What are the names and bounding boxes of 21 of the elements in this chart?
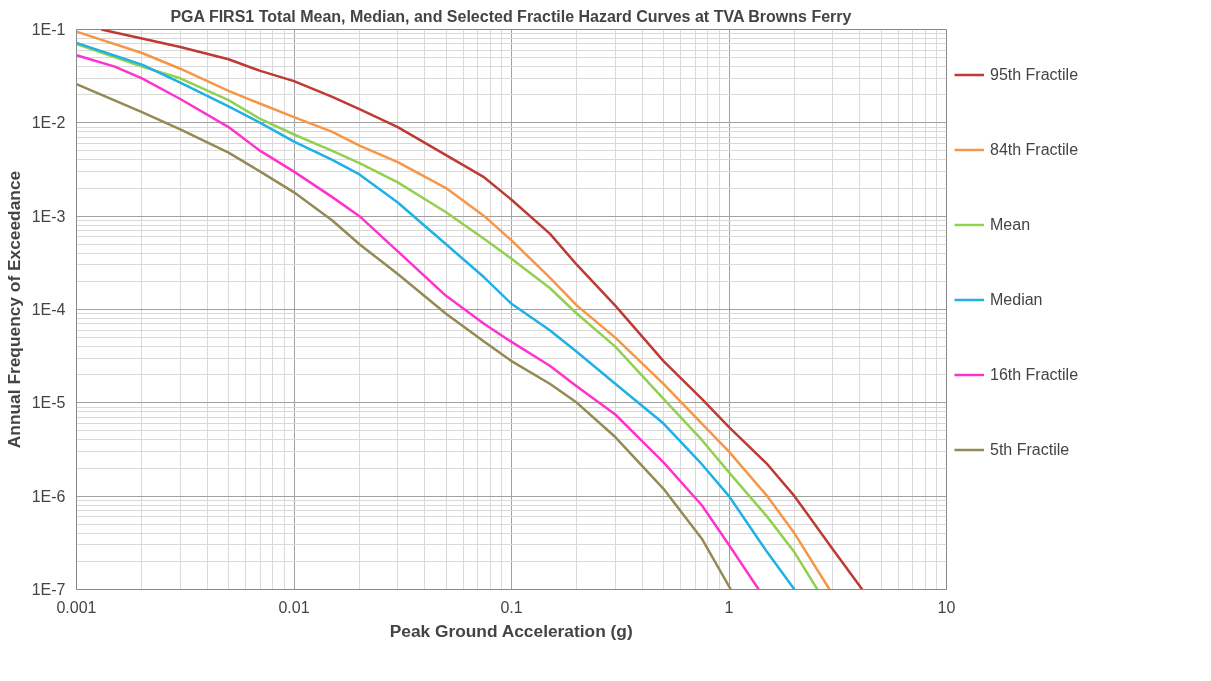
legend-label: 84th Fractile [990, 139, 1079, 160]
y-tick-label: 1E-7 [31, 581, 66, 598]
x-tick-label: 1 [724, 598, 734, 616]
chart-title: PGA FIRS1 Total Mean, Median, and Selected Fractile Hazard Curves at TVA Browns Ferry [170, 7, 852, 25]
legend-label: 16th Fractile [990, 364, 1079, 385]
x-tick-label: 0.001 [56, 598, 97, 616]
legend-label: Median [990, 289, 1043, 310]
legend-label: 5th Fractile [990, 439, 1070, 460]
y-tick-label: 1E-3 [31, 207, 66, 225]
y-tick-label: 1E-6 [31, 487, 66, 505]
legend-label: 95th Fractile [990, 64, 1079, 85]
y-tick-label: 1E-2 [31, 114, 66, 132]
x-tick-label: 10 [937, 598, 956, 616]
y-tick-label: 1E-5 [31, 394, 66, 412]
x-tick-label: 0.1 [500, 598, 523, 616]
x-tick-label: 0.01 [278, 598, 310, 616]
y-axis-title: Annual Frequency of Exceedance [3, 170, 24, 449]
legend-label: Mean [990, 214, 1031, 235]
y-tick-label: 1E-4 [31, 301, 66, 318]
y-tick-label: 1E-1 [31, 21, 66, 38]
x-axis-title: Peak Ground Acceleration (g) [389, 620, 633, 641]
